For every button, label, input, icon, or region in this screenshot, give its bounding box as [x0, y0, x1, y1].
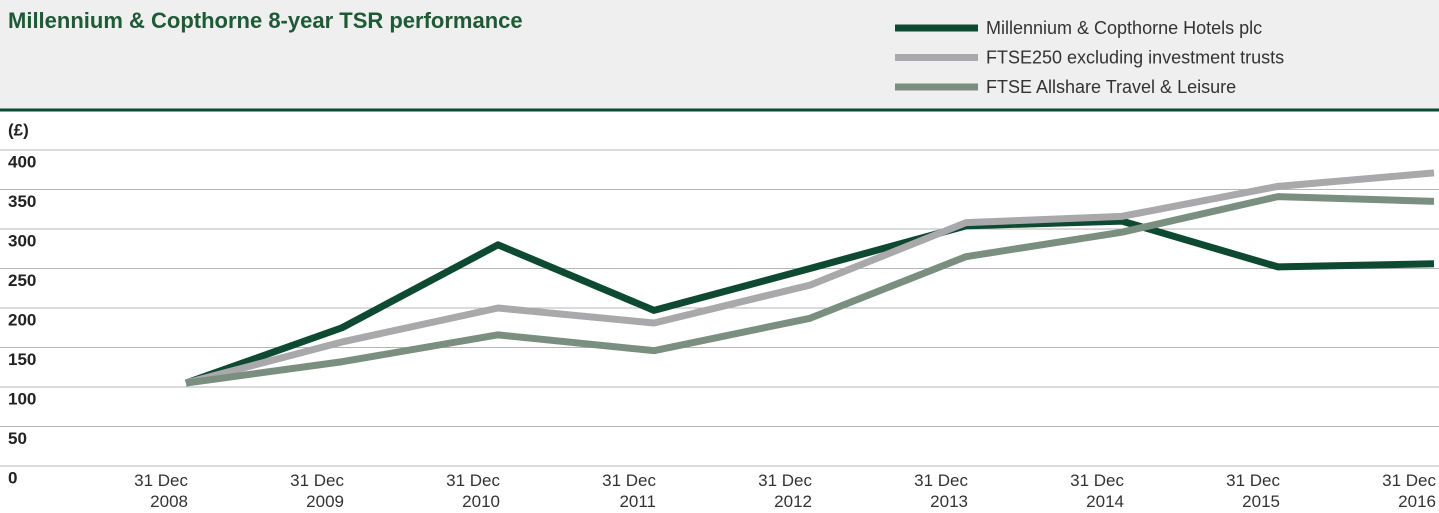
legend-label: FTSE250 excluding investment trusts [986, 47, 1284, 67]
x-tick-label: 31 Dec 2016 [1382, 471, 1436, 511]
x-tick-label: 31 Dec 2013 [914, 471, 968, 511]
y-tick-label: 100 [8, 389, 36, 408]
x-tick-label: 31 Dec 2015 [1226, 471, 1280, 511]
y-tick-label: 300 [8, 231, 36, 250]
y-tick-label: 350 [8, 192, 36, 211]
y-tick-label: 250 [8, 271, 36, 290]
chart-title: Millennium & Copthorne 8-year TSR perfor… [8, 8, 523, 33]
y-axis-label: (£) [8, 120, 29, 139]
series-line [184, 217, 1435, 387]
series-line [185, 169, 1435, 387]
series-line [185, 193, 1435, 387]
x-tick-label: 31 Dec 2010 [446, 471, 500, 511]
x-tick-label: 31 Dec 2008 [134, 471, 188, 511]
x-tick-label: 31 Dec 2011 [602, 471, 656, 511]
y-tick-label: 50 [8, 429, 27, 448]
legend-label: Millennium & Copthorne Hotels plc [986, 18, 1262, 38]
legend-label: FTSE Allshare Travel & Leisure [986, 77, 1236, 97]
x-tick-label: 31 Dec 2009 [290, 471, 344, 511]
y-tick-label: 200 [8, 310, 36, 329]
y-tick-label: 150 [8, 350, 36, 369]
x-tick-label: 31 Dec 2014 [1070, 471, 1124, 511]
y-tick-label: 400 [8, 152, 36, 171]
y-tick-label: 0 [8, 468, 17, 487]
x-tick-label: 31 Dec 2012 [758, 471, 812, 511]
header-background [0, 0, 1439, 110]
